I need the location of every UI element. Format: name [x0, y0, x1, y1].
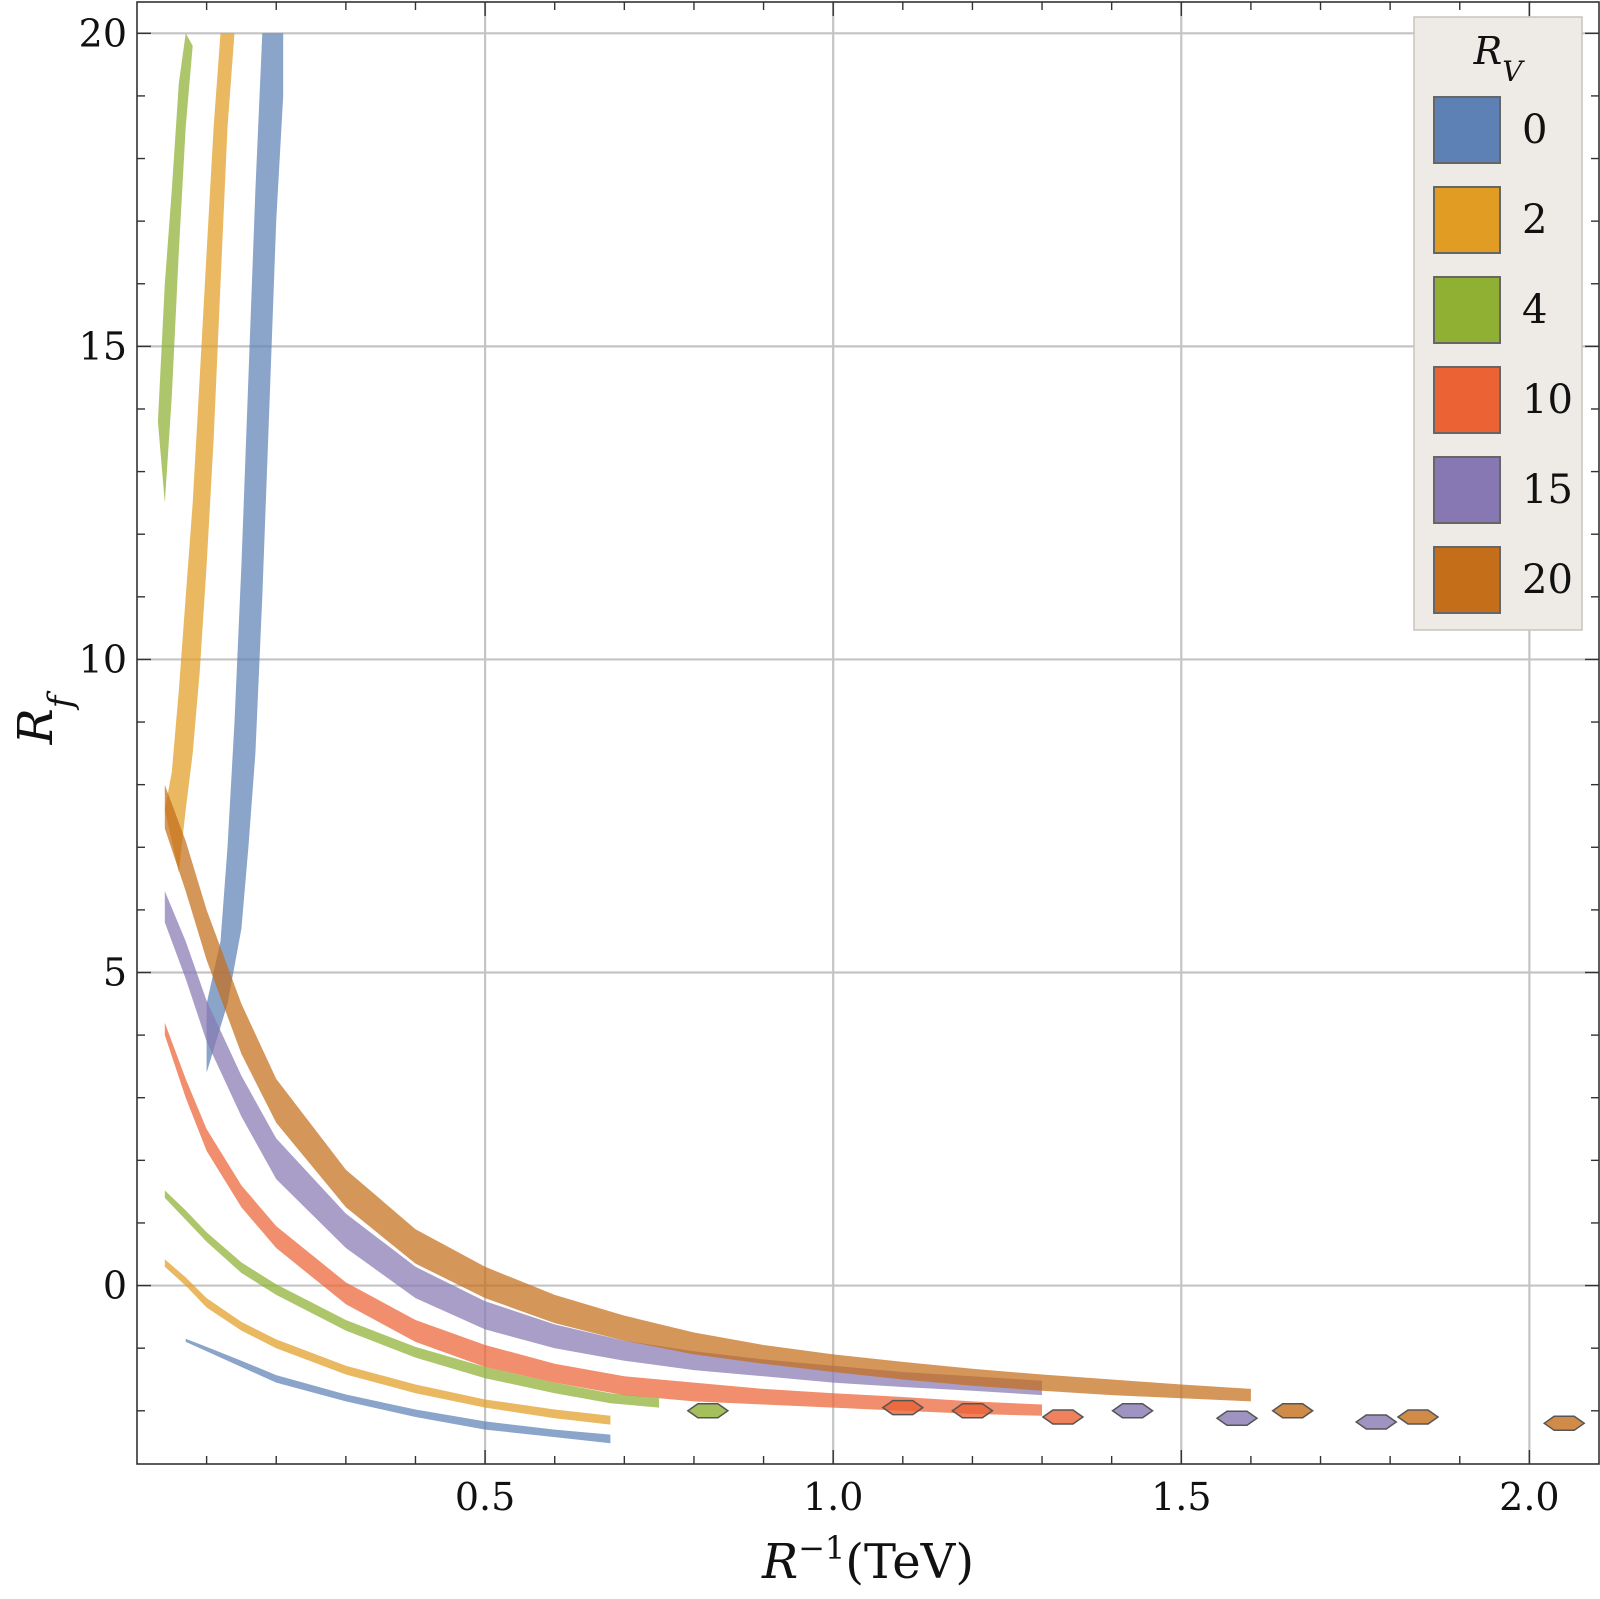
x-axis-title-unit: (TeV) [845, 1534, 974, 1590]
island-rv-10-3 [1041, 1409, 1085, 1425]
legend-label-15: 15 [1522, 467, 1573, 513]
island-rv-20-8 [1396, 1409, 1440, 1425]
legend-swatch-4 [1433, 276, 1501, 344]
legend-swatch-15 [1433, 456, 1501, 524]
band-rv-15 [164, 891, 1043, 1396]
data-islands [686, 1399, 1586, 1432]
x-tick-label-1: 1.0 [803, 1475, 863, 1519]
band-rv-20 [164, 784, 1251, 1402]
band-rv-0 [185, 1338, 611, 1444]
island-rv-15-5 [1215, 1410, 1259, 1427]
y-tick-label-3: 15 [79, 324, 127, 368]
legend-label-2: 2 [1522, 197, 1547, 243]
x-axis-title: R−1(TeV) [761, 1529, 974, 1590]
island-rv-10-2 [951, 1403, 994, 1419]
x-tick-label-3: 2.0 [1499, 1475, 1559, 1519]
vertical-band-rv-2 [164, 33, 235, 873]
legend-label-0: 0 [1522, 107, 1547, 153]
vertical-band-rv-0 [206, 33, 284, 1073]
island-rv-15-6 [1354, 1414, 1398, 1430]
x-axis-title-sup: −1 [798, 1529, 845, 1567]
legend-label-4: 4 [1522, 287, 1547, 333]
legend-label-10: 10 [1522, 377, 1573, 423]
y-tick-label-2: 10 [79, 637, 127, 681]
y-tick-label-1: 5 [103, 950, 127, 994]
legend-swatch-2 [1433, 186, 1501, 254]
x-tick-label-2: 1.5 [1151, 1475, 1211, 1519]
y-tick-label-0: 0 [103, 1264, 127, 1308]
island-rv-4-0 [686, 1403, 730, 1419]
legend-title: RV [1473, 29, 1526, 88]
legend-swatch-10 [1433, 366, 1501, 434]
legend-title-sub: V [1502, 55, 1525, 88]
legend-swatch-20 [1433, 546, 1501, 614]
x-tick-label-0: 0.5 [455, 1475, 515, 1519]
y-axis-title-main: R [8, 708, 64, 745]
band-rv-10 [164, 1022, 1043, 1416]
island-rv-15-4 [1111, 1403, 1154, 1419]
legend-title-main: R [1473, 29, 1503, 73]
data-bands [157, 33, 1251, 1444]
legend-swatch-0 [1433, 96, 1501, 164]
island-rv-20-7 [1271, 1403, 1314, 1419]
y-tick-label-4: 20 [79, 11, 127, 55]
legend: RV 0 2 4 10 15 20 [1413, 16, 1583, 631]
plot-frame [136, 1, 1600, 1465]
vertical-band-rv-4 [157, 33, 193, 503]
legend-label-20: 20 [1522, 557, 1573, 603]
legend-items: 0 2 4 10 15 20 [1433, 96, 1573, 614]
island-rv-10-1 [881, 1399, 925, 1416]
x-axis-title-main: R [761, 1534, 798, 1590]
island-rv-20-9 [1542, 1415, 1586, 1432]
